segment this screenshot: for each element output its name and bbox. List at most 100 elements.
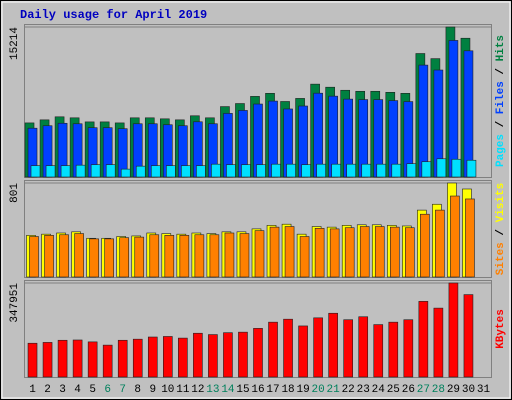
legend-separator: /: [495, 61, 507, 81]
bar: [30, 165, 41, 178]
x-tick-label: 25: [387, 384, 400, 396]
x-tick-label: 13: [206, 384, 219, 396]
bar: [433, 307, 444, 378]
x-tick-label: 17: [266, 384, 279, 396]
bar: [132, 338, 143, 378]
bar: [105, 164, 116, 178]
bar: [241, 164, 251, 178]
bar: [196, 165, 206, 178]
bar: [389, 226, 400, 278]
bar: [193, 332, 203, 378]
bar: [448, 282, 459, 378]
legend-entry: KBytes: [495, 309, 507, 349]
bar: [299, 236, 310, 278]
bar: [60, 165, 71, 178]
bar: [376, 163, 387, 178]
bar: [359, 226, 370, 278]
bar: [211, 163, 221, 178]
legend-separator: /: [495, 222, 507, 242]
legend-entry: Visits: [495, 183, 507, 223]
bar: [268, 321, 278, 378]
bar: [451, 158, 462, 178]
x-tick-label: 18: [281, 384, 294, 396]
bar: [329, 228, 340, 278]
x-tick-label: 24: [372, 384, 386, 396]
legend-entry: Sites: [495, 242, 507, 275]
bar: [194, 234, 205, 278]
x-tick-label: 30: [462, 384, 475, 396]
y-tick-label: 801: [9, 183, 21, 203]
y-tick-label: 15214: [9, 27, 21, 60]
x-tick-label: 22: [342, 384, 355, 396]
bar: [149, 234, 160, 278]
x-tick-label: 14: [221, 384, 235, 396]
x-tick-label: 8: [134, 384, 141, 396]
bar: [420, 213, 430, 278]
bar: [374, 226, 385, 278]
bar: [391, 163, 402, 178]
x-tick-label: 21: [327, 384, 341, 396]
x-tick-label: 4: [74, 384, 81, 396]
bar: [120, 168, 131, 178]
bar: [224, 232, 235, 278]
bar: [450, 195, 460, 278]
x-tick-label: 6: [104, 384, 111, 396]
bar: [448, 40, 459, 178]
bar: [463, 50, 474, 178]
bar: [436, 158, 447, 178]
bar: [178, 337, 188, 378]
bar: [405, 227, 415, 278]
bar: [87, 341, 98, 378]
legend: Pages / Files / Hits: [495, 35, 507, 167]
bar: [57, 339, 68, 378]
x-tick-label: 29: [447, 384, 460, 396]
bar: [181, 165, 191, 178]
bar: [27, 342, 38, 378]
x-tick-label: 16: [251, 384, 264, 396]
bar: [421, 161, 432, 178]
bar: [90, 164, 101, 178]
bar: [226, 164, 236, 178]
bar: [418, 64, 429, 178]
bar: [313, 317, 323, 378]
bar: [403, 319, 414, 378]
bar: [254, 230, 265, 278]
bar: [119, 237, 130, 278]
bar: [239, 233, 250, 278]
bar: [283, 318, 293, 378]
bar: [134, 236, 145, 278]
bar: [256, 164, 266, 178]
x-tick-label: 23: [357, 384, 370, 396]
legend: KBytes: [495, 309, 507, 349]
x-tick-label: 1: [29, 384, 36, 396]
bar: [435, 209, 445, 278]
bar: [238, 331, 248, 378]
bar: [166, 165, 176, 178]
x-tick-label: 15: [236, 384, 249, 396]
bar: [164, 235, 175, 278]
bar: [209, 234, 220, 278]
bar: [343, 319, 353, 378]
bar: [179, 235, 190, 278]
x-tick-label: 28: [432, 384, 445, 396]
x-tick-label: 27: [417, 384, 430, 396]
x-tick-label: 26: [402, 384, 415, 396]
bar: [284, 226, 295, 278]
bar: [406, 163, 417, 178]
legend-entry: Pages: [495, 134, 507, 167]
bar: [29, 236, 39, 278]
bar: [331, 163, 341, 178]
x-tick-label: 20: [312, 384, 325, 396]
x-tick-label: 19: [296, 384, 309, 396]
bar: [316, 163, 326, 178]
bar: [463, 294, 474, 378]
x-tick-label: 10: [161, 384, 174, 396]
bar: [465, 198, 475, 278]
bar: [466, 159, 477, 178]
bar: [253, 328, 263, 378]
bar: [271, 163, 281, 178]
legend: Sites / Visits: [495, 183, 507, 275]
bar: [89, 238, 99, 278]
bar: [72, 339, 83, 378]
bar: [102, 344, 113, 378]
